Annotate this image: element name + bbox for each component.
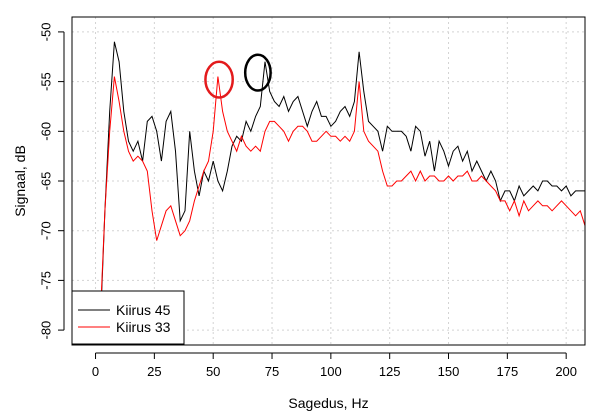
series-group bbox=[99, 41, 586, 331]
series-line-0 bbox=[99, 41, 585, 331]
y-tick-label: -70 bbox=[39, 221, 54, 240]
legend-box bbox=[71, 290, 185, 345]
legend-label-kiirus-45: Kiirus 45 bbox=[116, 302, 171, 318]
y-axis-title: Signaal, dB bbox=[12, 145, 28, 217]
y-axis: -80 -75 -70 -65 -60 -55 -50 bbox=[39, 23, 65, 340]
series-line-1 bbox=[99, 76, 586, 321]
annotation-ellipse-1 bbox=[243, 53, 272, 92]
x-axis: 0 25 50 75 100 125 150 175 200 bbox=[92, 352, 577, 379]
legend: Kiirus 45 Kiirus 33 bbox=[71, 290, 185, 345]
x-tick-label: 175 bbox=[496, 364, 518, 379]
y-tick-label: -80 bbox=[39, 321, 54, 340]
x-tick-label: 100 bbox=[320, 364, 342, 379]
x-axis-title: Sagedus, Hz bbox=[288, 395, 368, 411]
x-tick-label: 50 bbox=[206, 364, 220, 379]
annotations-group bbox=[204, 53, 272, 99]
plot-frame bbox=[71, 16, 586, 346]
y-tick-label: -75 bbox=[39, 271, 54, 290]
x-tick-label: 0 bbox=[92, 364, 99, 379]
x-tick-label: 125 bbox=[379, 364, 401, 379]
x-tick-label: 200 bbox=[555, 364, 577, 379]
x-tick-label: 75 bbox=[265, 364, 279, 379]
y-tick-label: -65 bbox=[39, 172, 54, 191]
annotation-ellipse-0 bbox=[204, 60, 234, 99]
x-tick-label: 150 bbox=[438, 364, 460, 379]
grid bbox=[72, 17, 585, 345]
y-tick-label: -60 bbox=[39, 122, 54, 141]
legend-label-kiirus-33: Kiirus 33 bbox=[116, 319, 171, 335]
x-tick-label: 25 bbox=[147, 364, 161, 379]
y-tick-label: -50 bbox=[39, 23, 54, 42]
y-tick-label: -55 bbox=[39, 72, 54, 91]
